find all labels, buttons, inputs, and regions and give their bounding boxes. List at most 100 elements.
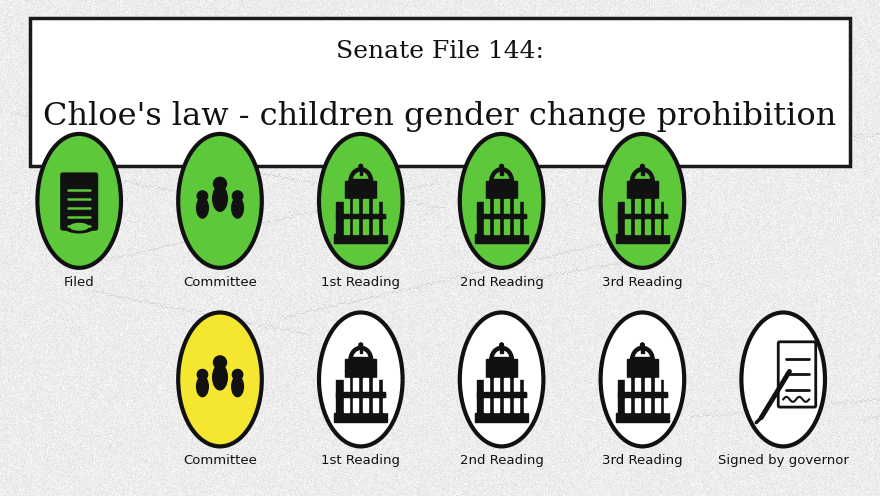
Circle shape	[197, 370, 208, 380]
Bar	[627, 359, 658, 372]
Bar	[616, 413, 669, 422]
Ellipse shape	[213, 365, 227, 390]
Bar	[475, 234, 528, 243]
Bar	[343, 398, 348, 412]
Text: 1st Reading: 1st Reading	[321, 276, 400, 289]
Bar	[635, 219, 640, 234]
Bar	[627, 181, 658, 193]
Ellipse shape	[600, 134, 684, 268]
Bar	[354, 219, 358, 234]
Ellipse shape	[37, 134, 121, 268]
Circle shape	[232, 191, 243, 201]
Bar	[524, 378, 529, 392]
Text: Filed: Filed	[64, 276, 94, 289]
Bar	[495, 219, 499, 234]
Bar	[351, 179, 370, 193]
Bar	[477, 202, 526, 234]
Bar	[642, 347, 643, 353]
Bar	[495, 378, 499, 392]
Ellipse shape	[213, 186, 227, 211]
Bar	[625, 378, 630, 392]
Bar	[655, 199, 660, 214]
Bar	[336, 214, 385, 218]
Bar	[504, 219, 509, 234]
Bar	[514, 398, 519, 412]
Bar	[524, 199, 529, 214]
FancyBboxPatch shape	[30, 18, 850, 166]
Circle shape	[641, 164, 644, 168]
Text: Chloe's law - children gender change prohibition: Chloe's law - children gender change pro…	[43, 101, 837, 131]
Bar	[343, 378, 348, 392]
Bar	[633, 357, 652, 372]
Bar	[383, 199, 388, 214]
Circle shape	[359, 343, 363, 347]
Ellipse shape	[459, 134, 543, 268]
Text: Signed by governor: Signed by governor	[718, 454, 848, 467]
Bar	[627, 192, 658, 202]
Bar	[618, 380, 667, 413]
Bar	[475, 413, 528, 422]
Bar	[351, 357, 370, 372]
Bar	[345, 371, 377, 380]
Ellipse shape	[70, 224, 88, 230]
Bar	[618, 214, 667, 218]
Bar	[642, 168, 643, 175]
Bar	[477, 380, 526, 413]
Circle shape	[232, 370, 243, 380]
Bar	[334, 234, 387, 243]
Bar	[477, 214, 526, 218]
Bar	[354, 398, 358, 412]
Text: Committee: Committee	[183, 276, 257, 289]
Bar	[514, 378, 519, 392]
Bar	[336, 380, 385, 413]
Bar	[635, 378, 640, 392]
Text: Senate File 144:: Senate File 144:	[336, 40, 544, 62]
Ellipse shape	[353, 172, 369, 191]
Bar	[625, 199, 630, 214]
Bar	[664, 378, 670, 392]
Bar	[477, 392, 526, 396]
Text: 2nd Reading: 2nd Reading	[459, 276, 544, 289]
Bar	[492, 179, 511, 193]
FancyBboxPatch shape	[61, 173, 98, 230]
Bar	[501, 347, 502, 353]
Ellipse shape	[319, 134, 402, 268]
Bar	[492, 357, 511, 372]
Bar	[514, 219, 519, 234]
Bar	[363, 219, 368, 234]
Text: 3rd Reading: 3rd Reading	[602, 454, 683, 467]
Bar	[514, 199, 519, 214]
Bar	[363, 378, 368, 392]
Bar	[645, 219, 649, 234]
Bar	[345, 359, 377, 372]
Bar	[354, 378, 358, 392]
Bar	[486, 192, 517, 202]
Bar	[645, 199, 649, 214]
Bar	[664, 219, 670, 234]
Bar	[495, 199, 499, 214]
Bar	[336, 202, 385, 234]
Ellipse shape	[231, 376, 244, 397]
Bar	[373, 378, 378, 392]
Ellipse shape	[600, 312, 684, 446]
Bar	[618, 202, 667, 234]
Bar	[524, 398, 529, 412]
Ellipse shape	[348, 346, 373, 374]
Ellipse shape	[630, 346, 655, 374]
Bar	[635, 398, 640, 412]
Circle shape	[500, 164, 503, 168]
Circle shape	[359, 164, 363, 168]
Ellipse shape	[489, 346, 514, 374]
Bar	[345, 192, 377, 202]
Bar	[645, 378, 649, 392]
Circle shape	[641, 343, 644, 347]
Bar	[627, 371, 658, 380]
Circle shape	[214, 356, 226, 369]
Ellipse shape	[348, 168, 373, 196]
Circle shape	[197, 191, 208, 201]
Bar	[373, 219, 378, 234]
Ellipse shape	[319, 312, 402, 446]
Ellipse shape	[494, 351, 510, 370]
Bar	[504, 199, 509, 214]
Bar	[495, 398, 499, 412]
